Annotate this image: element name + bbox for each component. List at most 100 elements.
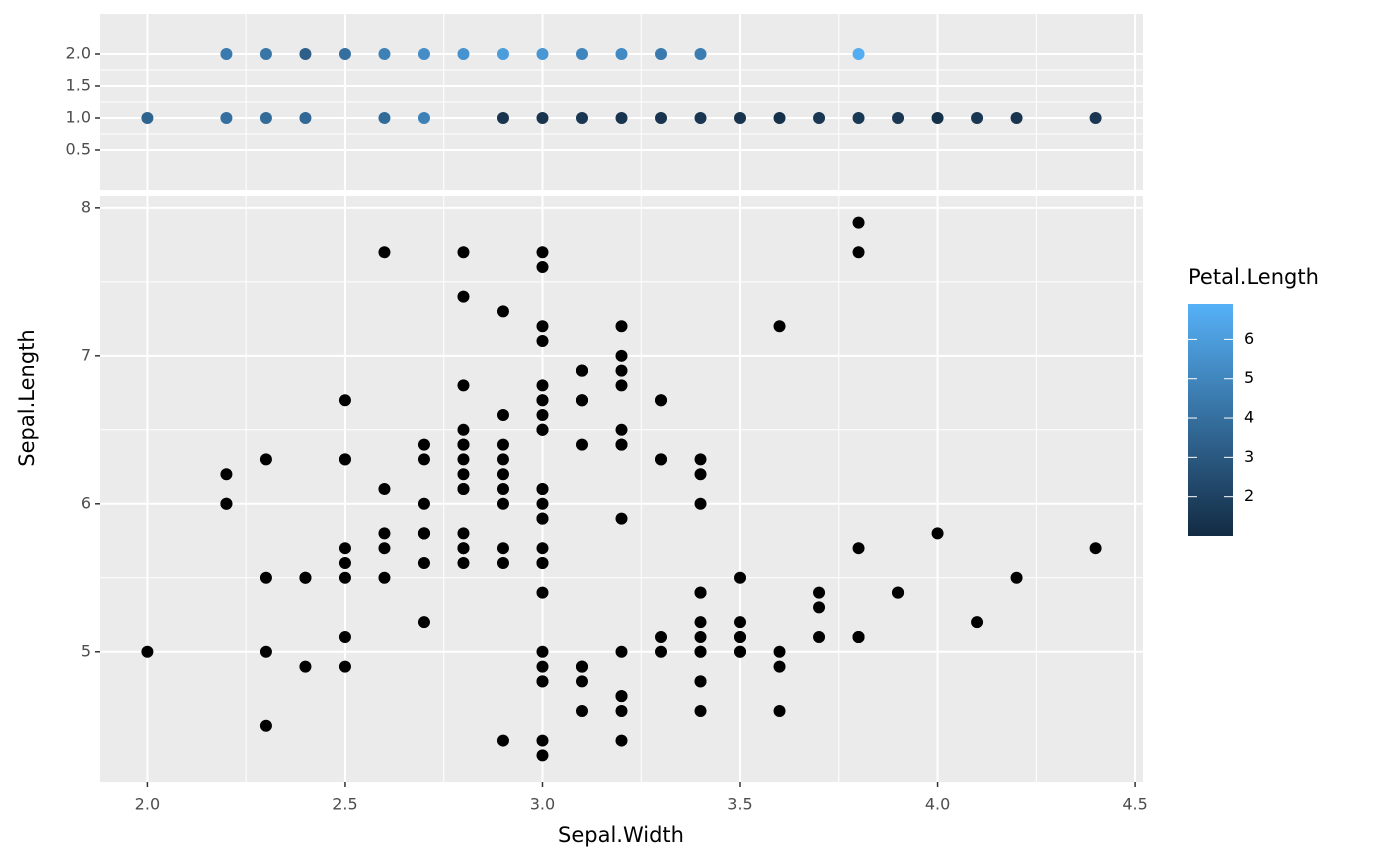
point — [852, 246, 865, 259]
point — [299, 571, 312, 584]
point — [378, 48, 391, 60]
point — [536, 320, 549, 333]
point — [615, 349, 628, 362]
point — [971, 616, 984, 629]
point — [852, 216, 865, 229]
point — [694, 675, 707, 688]
point — [536, 379, 549, 392]
point — [259, 645, 272, 658]
point — [575, 704, 588, 717]
point — [575, 675, 588, 688]
point — [536, 512, 549, 525]
point — [457, 379, 470, 392]
point — [378, 112, 391, 124]
point — [338, 453, 351, 466]
point — [457, 527, 470, 540]
point — [417, 438, 430, 451]
point — [536, 261, 549, 274]
point — [220, 112, 233, 124]
point — [259, 453, 272, 466]
point — [536, 734, 549, 747]
point — [496, 497, 509, 510]
point — [615, 704, 628, 717]
point — [852, 112, 865, 124]
point — [615, 690, 628, 703]
point — [457, 438, 470, 451]
point — [457, 556, 470, 569]
point — [457, 468, 470, 481]
point — [575, 112, 588, 124]
point — [536, 394, 549, 407]
point — [496, 453, 509, 466]
point — [694, 497, 707, 510]
point — [931, 527, 944, 540]
point — [496, 438, 509, 451]
point — [457, 246, 470, 259]
point — [694, 586, 707, 599]
point — [813, 112, 826, 124]
point — [338, 48, 351, 60]
point — [496, 556, 509, 569]
point — [931, 112, 944, 124]
point — [536, 645, 549, 658]
legend-label: 2 — [1244, 486, 1254, 505]
point — [259, 719, 272, 732]
point — [694, 645, 707, 658]
panel-background — [100, 196, 1143, 782]
point — [734, 571, 747, 584]
point — [694, 112, 707, 124]
point — [141, 645, 154, 658]
point — [575, 394, 588, 407]
point — [575, 48, 588, 60]
point — [892, 112, 905, 124]
point — [141, 112, 154, 124]
point — [852, 48, 865, 60]
point — [773, 704, 786, 717]
point — [615, 320, 628, 333]
point — [536, 423, 549, 436]
point — [496, 468, 509, 481]
point — [655, 112, 668, 124]
point — [457, 290, 470, 303]
point — [813, 630, 826, 643]
point — [496, 483, 509, 495]
point — [575, 438, 588, 451]
point — [536, 497, 549, 510]
point — [615, 48, 628, 60]
point — [536, 749, 549, 762]
point — [536, 675, 549, 688]
point — [852, 630, 865, 643]
x-tick-label: 2.0 — [135, 795, 160, 814]
point — [338, 660, 351, 673]
point — [615, 734, 628, 747]
x-tick-label: 3.0 — [530, 795, 555, 814]
point — [259, 48, 272, 60]
point — [734, 630, 747, 643]
point — [338, 630, 351, 643]
point — [536, 246, 549, 259]
point — [1010, 112, 1023, 124]
point — [338, 556, 351, 569]
point — [892, 586, 905, 599]
point — [259, 112, 272, 124]
point — [496, 542, 509, 555]
point — [378, 527, 391, 540]
point — [694, 630, 707, 643]
point — [575, 364, 588, 377]
point — [536, 556, 549, 569]
point — [813, 601, 826, 614]
point — [536, 483, 549, 495]
point — [655, 453, 668, 466]
point — [615, 112, 628, 124]
y-tick-label: 2.0 — [66, 44, 91, 63]
point — [299, 48, 312, 60]
point — [496, 305, 509, 318]
point — [417, 527, 430, 540]
y-tick-label: 5 — [81, 641, 91, 660]
point — [813, 586, 826, 599]
point — [338, 542, 351, 555]
point — [536, 660, 549, 673]
point — [773, 645, 786, 658]
legend-label: 4 — [1244, 408, 1254, 427]
point — [536, 48, 549, 60]
